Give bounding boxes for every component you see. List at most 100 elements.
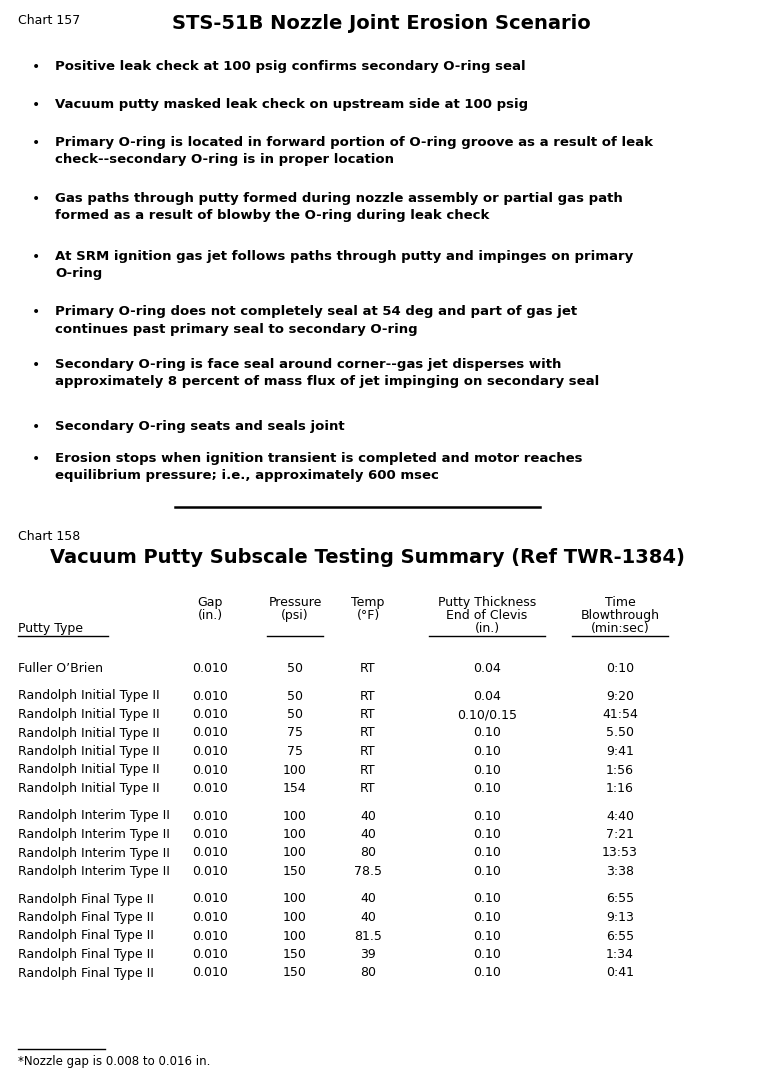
Text: Randolph Initial Type II: Randolph Initial Type II bbox=[18, 782, 160, 795]
Text: 78.5: 78.5 bbox=[354, 865, 382, 878]
Text: Randolph Interim Type II: Randolph Interim Type II bbox=[18, 828, 170, 841]
Text: 0.10: 0.10 bbox=[473, 865, 501, 878]
Text: 0.10: 0.10 bbox=[473, 967, 501, 980]
Text: 0.10: 0.10 bbox=[473, 892, 501, 905]
Text: Positive leak check at 100 psig confirms secondary O-ring seal: Positive leak check at 100 psig confirms… bbox=[55, 60, 526, 73]
Text: 80: 80 bbox=[360, 847, 376, 860]
Text: 0.10: 0.10 bbox=[473, 745, 501, 758]
Text: 0.010: 0.010 bbox=[192, 764, 228, 777]
Text: 75: 75 bbox=[287, 745, 303, 758]
Text: (in.): (in.) bbox=[197, 609, 222, 622]
Text: 100: 100 bbox=[283, 828, 307, 841]
Text: Gas paths through putty formed during nozzle assembly or partial gas path
formed: Gas paths through putty formed during no… bbox=[55, 192, 622, 222]
Text: 75: 75 bbox=[287, 727, 303, 740]
Text: Randolph Interim Type II: Randolph Interim Type II bbox=[18, 865, 170, 878]
Text: 100: 100 bbox=[283, 764, 307, 777]
Text: 81.5: 81.5 bbox=[354, 930, 382, 943]
Text: 0.10: 0.10 bbox=[473, 948, 501, 961]
Text: 0:10: 0:10 bbox=[606, 662, 634, 675]
Text: 40: 40 bbox=[360, 912, 376, 924]
Text: 0.010: 0.010 bbox=[192, 892, 228, 905]
Text: 150: 150 bbox=[283, 948, 307, 961]
Text: RT: RT bbox=[360, 689, 376, 702]
Text: Randolph Initial Type II: Randolph Initial Type II bbox=[18, 727, 160, 740]
Text: •: • bbox=[32, 249, 40, 264]
Text: Fuller O’Brien: Fuller O’Brien bbox=[18, 662, 103, 675]
Text: 4:40: 4:40 bbox=[606, 810, 634, 823]
Text: Primary O-ring does not completely seal at 54 deg and part of gas jet
continues : Primary O-ring does not completely seal … bbox=[55, 305, 577, 336]
Text: 0.010: 0.010 bbox=[192, 662, 228, 675]
Text: 9:20: 9:20 bbox=[606, 689, 634, 702]
Text: Secondary O-ring seats and seals joint: Secondary O-ring seats and seals joint bbox=[55, 420, 345, 433]
Text: 0:41: 0:41 bbox=[606, 967, 634, 980]
Text: Erosion stops when ignition transient is completed and motor reaches
equilibrium: Erosion stops when ignition transient is… bbox=[55, 453, 582, 483]
Text: 9:41: 9:41 bbox=[606, 745, 634, 758]
Text: Putty Type: Putty Type bbox=[18, 622, 83, 635]
Text: Vacuum putty masked leak check on upstream side at 100 psig: Vacuum putty masked leak check on upstre… bbox=[55, 98, 528, 111]
Text: •: • bbox=[32, 357, 40, 372]
Text: 0.010: 0.010 bbox=[192, 708, 228, 721]
Text: 80: 80 bbox=[360, 967, 376, 980]
Text: 150: 150 bbox=[283, 865, 307, 878]
Text: 41:54: 41:54 bbox=[602, 708, 638, 721]
Text: 0.010: 0.010 bbox=[192, 847, 228, 860]
Text: Vacuum Putty Subscale Testing Summary (Ref TWR-1384): Vacuum Putty Subscale Testing Summary (R… bbox=[50, 548, 685, 567]
Text: Primary O-ring is located in forward portion of O-ring groove as a result of lea: Primary O-ring is located in forward por… bbox=[55, 136, 653, 166]
Text: •: • bbox=[32, 136, 40, 150]
Text: 0.10: 0.10 bbox=[473, 782, 501, 795]
Text: 100: 100 bbox=[283, 892, 307, 905]
Text: 0.10: 0.10 bbox=[473, 828, 501, 841]
Text: Randolph Initial Type II: Randolph Initial Type II bbox=[18, 708, 160, 721]
Text: 100: 100 bbox=[283, 847, 307, 860]
Text: 0.010: 0.010 bbox=[192, 689, 228, 702]
Text: Randolph Final Type II: Randolph Final Type II bbox=[18, 892, 154, 905]
Text: Temp: Temp bbox=[352, 596, 385, 609]
Text: Chart 157: Chart 157 bbox=[18, 14, 80, 27]
Text: 0.010: 0.010 bbox=[192, 727, 228, 740]
Text: 0.10: 0.10 bbox=[473, 764, 501, 777]
Text: (°F): (°F) bbox=[356, 609, 380, 622]
Text: 7:21: 7:21 bbox=[606, 828, 634, 841]
Text: •: • bbox=[32, 60, 40, 75]
Text: (min:sec): (min:sec) bbox=[591, 622, 649, 635]
Text: 154: 154 bbox=[283, 782, 307, 795]
Text: 1:34: 1:34 bbox=[606, 948, 634, 961]
Text: RT: RT bbox=[360, 745, 376, 758]
Text: RT: RT bbox=[360, 764, 376, 777]
Text: RT: RT bbox=[360, 727, 376, 740]
Text: 0.04: 0.04 bbox=[473, 689, 501, 702]
Text: 0.010: 0.010 bbox=[192, 810, 228, 823]
Text: •: • bbox=[32, 420, 40, 434]
Text: 0.010: 0.010 bbox=[192, 912, 228, 924]
Text: 0.010: 0.010 bbox=[192, 967, 228, 980]
Text: (psi): (psi) bbox=[281, 609, 309, 622]
Text: Gap: Gap bbox=[197, 596, 223, 609]
Text: Randolph Initial Type II: Randolph Initial Type II bbox=[18, 745, 160, 758]
Text: 0.010: 0.010 bbox=[192, 930, 228, 943]
Text: 40: 40 bbox=[360, 810, 376, 823]
Text: 3:38: 3:38 bbox=[606, 865, 634, 878]
Text: 0.10: 0.10 bbox=[473, 810, 501, 823]
Text: Randolph Interim Type II: Randolph Interim Type II bbox=[18, 847, 170, 860]
Text: 100: 100 bbox=[283, 810, 307, 823]
Text: Time: Time bbox=[605, 596, 635, 609]
Text: RT: RT bbox=[360, 662, 376, 675]
Text: (in.): (in.) bbox=[474, 622, 499, 635]
Text: 0.10: 0.10 bbox=[473, 847, 501, 860]
Text: •: • bbox=[32, 192, 40, 206]
Text: 0.010: 0.010 bbox=[192, 948, 228, 961]
Text: 6:55: 6:55 bbox=[606, 892, 634, 905]
Text: 0.04: 0.04 bbox=[473, 662, 501, 675]
Text: 50: 50 bbox=[287, 662, 303, 675]
Text: Randolph Final Type II: Randolph Final Type II bbox=[18, 930, 154, 943]
Text: At SRM ignition gas jet follows paths through putty and impinges on primary
O-ri: At SRM ignition gas jet follows paths th… bbox=[55, 249, 633, 281]
Text: RT: RT bbox=[360, 782, 376, 795]
Text: *Nozzle gap is 0.008 to 0.016 in.: *Nozzle gap is 0.008 to 0.016 in. bbox=[18, 1055, 210, 1068]
Text: 50: 50 bbox=[287, 689, 303, 702]
Text: Randolph Final Type II: Randolph Final Type II bbox=[18, 948, 154, 961]
Text: 1:16: 1:16 bbox=[606, 782, 634, 795]
Text: Chart 158: Chart 158 bbox=[18, 530, 80, 543]
Text: 0.10/0.15: 0.10/0.15 bbox=[457, 708, 517, 721]
Text: Randolph Final Type II: Randolph Final Type II bbox=[18, 967, 154, 980]
Text: 0.10: 0.10 bbox=[473, 930, 501, 943]
